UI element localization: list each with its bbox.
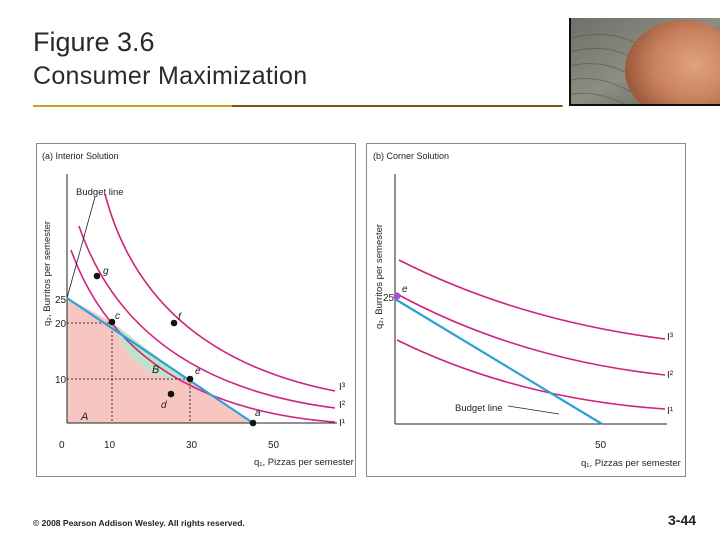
point-e-label: e [402,284,408,295]
slide-subtitle: Consumer Maximization [33,62,308,90]
budget-line [66,297,254,424]
ytick-25: 25 [383,293,395,304]
region-a-label: A [80,411,88,423]
indifference-curve-i2 [78,225,336,409]
budget-line-label: Budget line [455,403,503,414]
point-a [249,419,257,427]
page-number: 3-44 [668,512,697,528]
indifference-curve-i1 [396,339,666,410]
xtick-10: 10 [104,440,116,451]
curve-label-i1: I¹ [339,418,346,429]
panel-a-title: (a) Interior Solution [42,151,119,161]
indifference-curve-i3 [104,193,336,392]
curve-label-i2: I² [339,400,346,411]
indifference-curve-i2 [396,293,666,376]
y-axis-label: q₂, Burritos per semester [374,224,385,329]
budget-line-pointer [507,405,560,415]
x-axis-label: q₁, Pizzas per semester [581,458,681,469]
point-e [393,292,401,300]
point-g [93,272,101,280]
slide-title: Figure 3.6 [33,27,155,57]
curve-label-i1: I¹ [667,406,674,417]
ytick-20: 20 [55,319,67,330]
budget-line-label: Budget line [76,187,124,198]
indifference-curve-i1 [70,249,336,423]
decorative-photo [569,18,720,106]
point-f-label: f [178,312,182,323]
xtick-50: 50 [595,440,607,451]
panel-interior-solution: (a) Interior Solution Budget line q₂, Bu… [36,143,356,477]
ytick-25: 25 [55,295,67,306]
point-g-label: g [103,266,109,277]
panel-corner-solution: (b) Corner Solution q₂, Burritos per sem… [366,143,686,477]
point-c [108,318,116,326]
ytick-10: 10 [55,375,67,386]
point-a-label: a [255,408,261,419]
curve-label-i2: I² [667,370,674,381]
point-c-label: c [115,311,120,322]
x-axis-label: q₁, Pizzas per semester [254,457,354,468]
xtick-0: 0 [59,440,65,451]
y-axis-label: q₂, Burritos per semester [42,221,53,326]
corner-solution-diagram: (b) Corner Solution q₂, Burritos per sem… [373,151,681,469]
point-f [170,319,178,327]
point-e-label: e [195,366,201,377]
title-rule-shadow [232,105,562,107]
point-e [186,375,194,383]
point-d [167,390,175,398]
panel-b-title: (b) Corner Solution [373,151,449,161]
point-d-label: d [161,400,167,411]
curve-label-i3: I³ [667,332,674,343]
budget-line [394,298,603,425]
budget-line-pointer [66,196,96,299]
indifference-curve-i3 [398,259,666,340]
xtick-50: 50 [268,440,280,451]
curve-label-i3: I³ [339,382,346,393]
region-b-label: B [152,364,159,376]
copyright-notice: © 2008 Pearson Addison Wesley. All right… [33,518,245,528]
xtick-30: 30 [186,440,198,451]
interior-solution-diagram: (a) Interior Solution Budget line q₂, Bu… [42,151,354,468]
